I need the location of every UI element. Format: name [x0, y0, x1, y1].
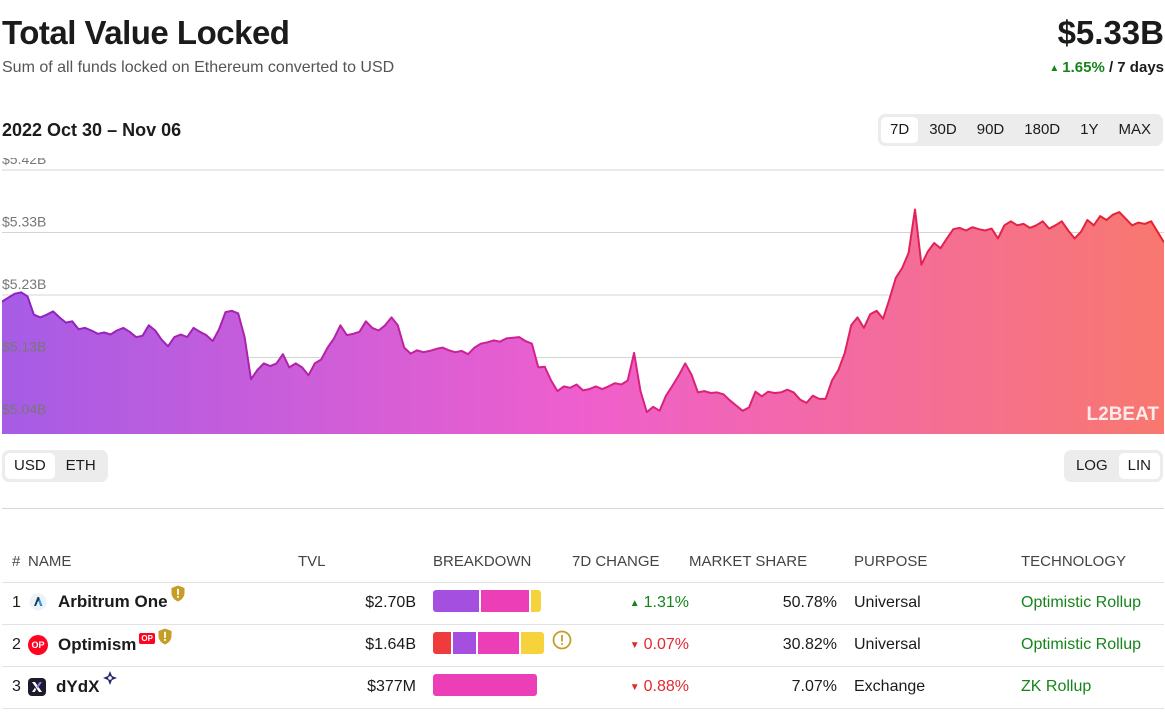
range-option-1y[interactable]: 1Y [1080, 121, 1099, 138]
table-row[interactable]: 1 Arbitrum One $2.70B [2, 582, 1164, 625]
scale-selector: LOG LIN [1063, 450, 1163, 482]
arbitrum-logo [28, 591, 48, 612]
project-name: Arbitrum One [58, 591, 168, 611]
range-option-max[interactable]: MAX [1118, 121, 1151, 138]
watermark-text: L2BEAT [1087, 404, 1160, 425]
column-header-purpose[interactable]: PURPOSE [837, 542, 1021, 583]
project-name-cell[interactable]: Arbitrum One [28, 585, 185, 613]
page-title: Total Value Locked [2, 14, 290, 51]
tvl-breakdown-bar[interactable] [433, 589, 541, 612]
range-option-30d[interactable]: 30D [929, 121, 957, 138]
market-share-value: 50.78% [689, 582, 837, 625]
down-arrow-icon: ▼ [629, 682, 640, 693]
y-tick-label: $5.13B [2, 339, 46, 355]
up-arrow-icon: ▲ [1049, 63, 1060, 74]
unit-selector: USD ETH [2, 450, 108, 482]
down-arrow-icon: ▼ [629, 640, 640, 651]
table-row[interactable]: 2 OP Optimism OP $1.64B [2, 624, 1164, 667]
y-tick-label: $5.23B [2, 276, 46, 292]
tvl-chart[interactable]: $5.42B $5.33B $5.23B $5.13B $5.04B L2BEAT [2, 158, 1164, 434]
project-name: dYdX [56, 676, 100, 696]
table-header-row: # NAME TVL BREAKDOWN 7D CHANGE MARKET SH… [2, 542, 1164, 583]
scale-option-lin[interactable]: LIN [1118, 453, 1160, 479]
starkex-icon[interactable] [102, 670, 118, 691]
scale-option-log[interactable]: LOG [1075, 457, 1108, 474]
row-index: 2 [2, 624, 28, 667]
project-name-cell[interactable]: OP Optimism OP [28, 628, 172, 656]
row-index: 3 [2, 666, 28, 709]
technology-link[interactable]: ZK Rollup [1021, 678, 1092, 695]
breakdown-segment [433, 631, 451, 654]
range-option-90d[interactable]: 90D [976, 121, 1005, 138]
project-name-cell[interactable]: dYdX [28, 671, 118, 697]
row-index: 1 [2, 582, 28, 625]
breakdown-segment [453, 631, 476, 654]
tvl-breakdown-bar[interactable] [433, 630, 572, 655]
project-name: Optimism [58, 635, 137, 654]
column-header-breakdown[interactable]: BREAKDOWN [416, 542, 572, 583]
change-value: 0.07% [643, 636, 689, 653]
range-option-7d[interactable]: 7D [881, 117, 919, 143]
y-tick-label: $5.42B [2, 158, 46, 167]
tvl-area [2, 209, 1164, 434]
breakdown-segment [531, 589, 541, 612]
column-header-name[interactable]: NAME [28, 542, 298, 583]
breakdown-segment [433, 673, 537, 696]
purpose-value: Exchange [837, 666, 1021, 709]
tvl-change: ▲ 1.65% / 7 days [1049, 59, 1164, 76]
market-share-value: 7.07% [689, 666, 837, 709]
column-header-market-share[interactable]: MARKET SHARE [689, 542, 837, 583]
tvl-value: $377M [298, 666, 416, 709]
projects-table: # NAME TVL BREAKDOWN 7D CHANGE MARKET SH… [2, 542, 1164, 709]
technology-link[interactable]: Optimistic Rollup [1021, 594, 1142, 611]
column-header-tvl[interactable]: TVL [298, 542, 416, 583]
tvl-line [2, 208, 1164, 414]
market-share-value: 30.82% [689, 624, 837, 667]
page-subtitle: Sum of all funds locked on Ethereum conv… [2, 59, 395, 76]
breakdown-segment [481, 589, 529, 612]
breakdown-segment [521, 631, 544, 654]
tvl-breakdown-bar[interactable] [433, 673, 537, 696]
technology-link[interactable]: Optimistic Rollup [1021, 636, 1142, 653]
y-tick-label: $5.33B [2, 214, 46, 230]
chart-date-range: 2022 Oct 30 – Nov 06 [2, 120, 182, 140]
unit-option-usd[interactable]: USD [5, 453, 55, 479]
shield-warning-icon[interactable] [171, 585, 185, 607]
change-value: 1.31% [643, 594, 689, 611]
tvl-value: $1.64B [298, 624, 416, 667]
range-option-180d[interactable]: 180D [1024, 121, 1061, 138]
column-header-7d-change[interactable]: 7D CHANGE [572, 542, 689, 583]
purpose-value: Universal [837, 582, 1021, 625]
column-header-index[interactable]: # [2, 542, 28, 583]
up-arrow-icon: ▲ [629, 598, 640, 609]
l2beat-watermark: L2BEAT [1087, 404, 1160, 425]
tvl-change-percent: 1.65% [1062, 59, 1105, 76]
column-header-technology[interactable]: TECHNOLOGY [1021, 542, 1164, 583]
unit-option-eth[interactable]: ETH [65, 457, 96, 474]
warning-circle-icon[interactable] [552, 630, 572, 655]
op-token-badge[interactable]: OP [139, 632, 155, 644]
shield-warning-icon[interactable] [158, 628, 172, 650]
total-tvl-value: $5.33B [1057, 14, 1164, 51]
optimism-logo: OP [28, 635, 48, 655]
page-header: Total Value Locked Sum of all funds lock… [2, 14, 1164, 84]
purpose-value: Universal [837, 624, 1021, 667]
table-row[interactable]: 3 dYdX $377M ▼ 0.88% [2, 666, 1164, 709]
dydx-logo [28, 677, 46, 696]
time-range-selector: 7D 30D 90D 180D 1Y MAX [878, 114, 1163, 146]
change-value: 0.88% [643, 678, 689, 695]
tvl-value: $2.70B [298, 582, 416, 625]
breakdown-segment [433, 589, 479, 612]
section-divider [2, 508, 1164, 509]
breakdown-segment [478, 631, 519, 654]
y-tick-label: $5.04B [2, 401, 46, 417]
tvl-change-period: / 7 days [1104, 59, 1164, 76]
tvl-chart-svg: $5.42B $5.33B $5.23B $5.13B $5.04B L2BEAT [2, 158, 1164, 434]
